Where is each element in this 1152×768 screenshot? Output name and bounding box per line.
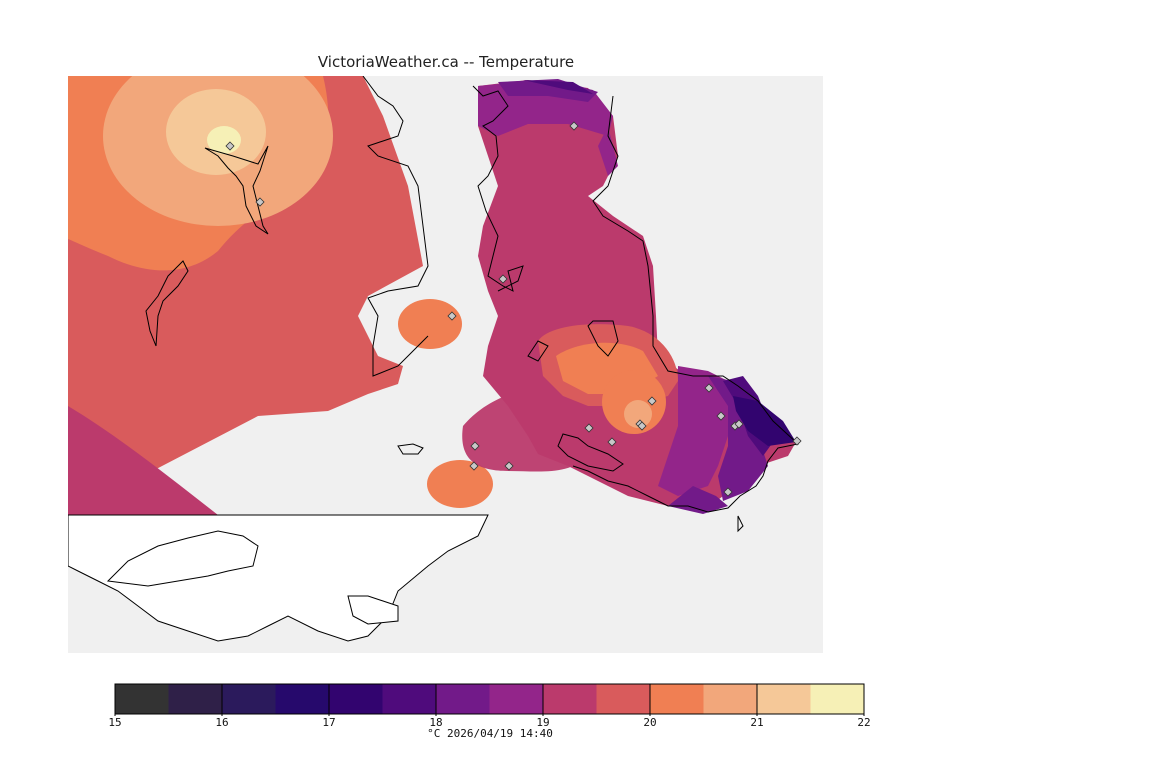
- legend-swatch: [810, 684, 865, 714]
- legend-swatches: [114, 683, 865, 715]
- legend-tick-label: 20: [643, 716, 656, 726]
- legend-ticks: 15 16 17 18 19 20 21 22: [108, 684, 871, 726]
- legend-tick-label: 16: [215, 716, 228, 726]
- legend-swatch: [275, 684, 330, 714]
- unit-label: °C: [427, 727, 441, 740]
- station-marker: [469, 461, 479, 471]
- station-marker: [723, 487, 733, 497]
- legend-swatch: [115, 684, 169, 714]
- legend-caption: °C 2026/04/19 14:40: [0, 727, 980, 740]
- legend-tick-label: 22: [857, 716, 870, 726]
- station-marker: [607, 437, 617, 447]
- station-marker: [584, 423, 594, 433]
- station-marker: [498, 274, 508, 284]
- station-marker: [504, 461, 514, 471]
- legend-swatch: [650, 684, 704, 714]
- map-title: VictoriaWeather.ca -- Temperature: [317, 53, 575, 71]
- legend-swatch: [222, 684, 276, 714]
- legend-swatch: [543, 684, 597, 714]
- station-marker: [569, 121, 579, 131]
- station-marker: [470, 441, 480, 451]
- legend-swatch: [703, 684, 758, 714]
- legend-swatch: [329, 684, 383, 714]
- legend-swatch: [757, 684, 811, 714]
- olympic-peninsula: [68, 514, 489, 642]
- legend-tick-label: 17: [322, 716, 335, 726]
- station-marker: [255, 197, 265, 207]
- legend-swatch: [596, 684, 651, 714]
- legend-swatch: [489, 684, 544, 714]
- temperature-map: [68, 76, 823, 653]
- station-marker: [447, 311, 457, 321]
- legend-swatch: [168, 684, 223, 714]
- station-marker: [637, 421, 647, 431]
- station-marker: [225, 141, 235, 151]
- legend-swatch: [382, 684, 437, 714]
- coastlines: [145, 76, 800, 533]
- timestamp-label: 2026/04/19 14:40: [446, 727, 553, 740]
- legend-swatch: [436, 684, 490, 714]
- legend-tick-label: 21: [750, 716, 763, 726]
- station-marker: [734, 419, 744, 429]
- temperature-field-saanich: [478, 79, 796, 514]
- legend-tick-label: 15: [108, 716, 121, 726]
- station-marker: [716, 411, 726, 421]
- station-marker: [704, 383, 714, 393]
- station-marker: [647, 396, 657, 406]
- color-legend: 15 16 17 18 19 20 21 22: [108, 683, 871, 726]
- temperature-field-west: [68, 76, 592, 515]
- legend-tick-label: 19: [536, 716, 549, 726]
- station-markers: [225, 121, 802, 497]
- legend-tick-label: 18: [429, 716, 442, 726]
- station-marker: [792, 436, 802, 446]
